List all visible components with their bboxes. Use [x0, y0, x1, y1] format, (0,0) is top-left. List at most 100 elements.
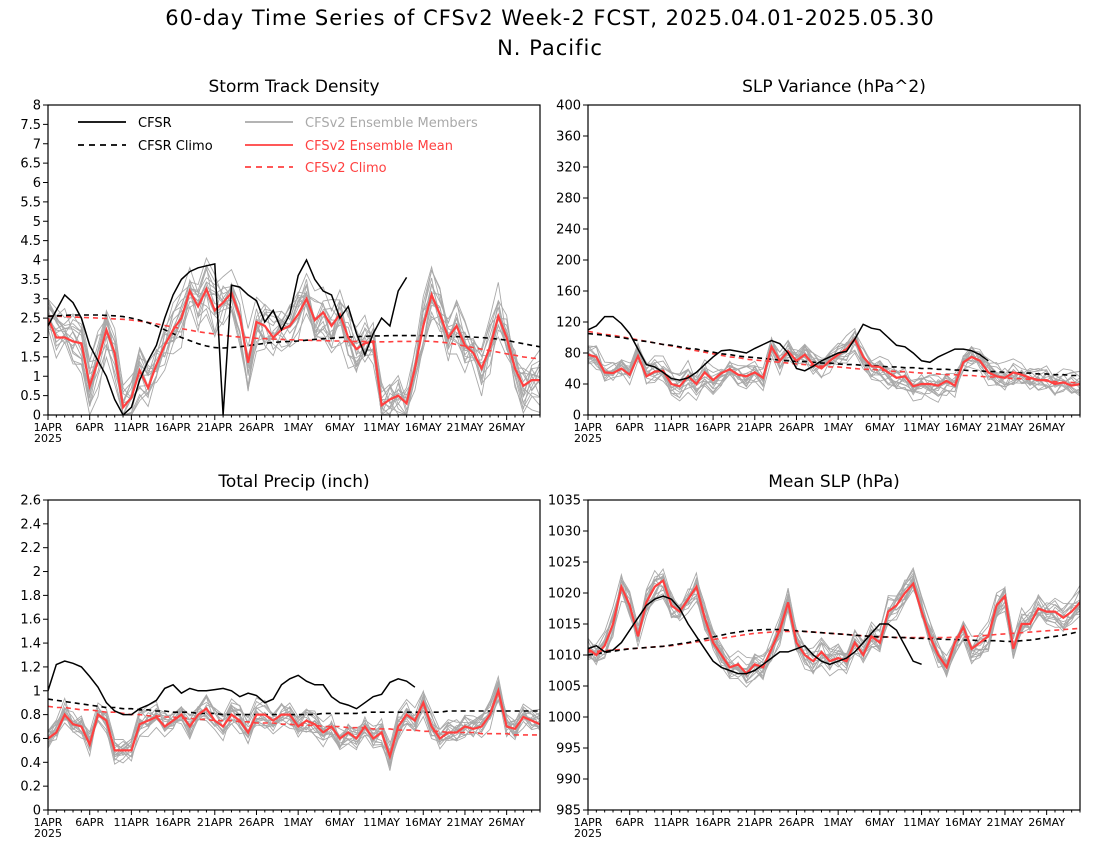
precip-xtick-label: 1MAY [283, 816, 313, 829]
slpvar-xtick-label: 21MAY [987, 421, 1024, 434]
legend-members-label: CFSv2 Ensemble Members [305, 116, 478, 131]
precip-xtick-label: 16APR [155, 816, 191, 829]
storm-ytick-label: 6.5 [20, 157, 41, 172]
meanslp-xtick-label: 26APR [779, 816, 815, 829]
precip-ytick-label: 0.4 [20, 756, 41, 771]
storm-xtick-label: 26MAY [488, 421, 525, 434]
meanslp-ytick-label: 985 [556, 804, 581, 819]
precip-ytick-label: 1.2 [20, 660, 41, 675]
precip-xtick-label: 26MAY [488, 816, 525, 829]
slpvar-xtick-label: 11MAY [903, 421, 940, 434]
slpvar-ytick-label: 120 [556, 316, 581, 331]
meanslp-cfsr-climo-line [588, 628, 1080, 656]
meanslp-chart: Mean SLP (hPa) 985 990 995 1000 1005 1010 1015 1… [548, 472, 1081, 840]
storm-ytick-label: 8 [33, 99, 41, 114]
precip-ytick-label: 2.6 [20, 494, 41, 509]
legend-cfsv2-climo-label: CFSv2 Climo [305, 161, 387, 176]
meanslp-ytick-label: 990 [556, 773, 581, 788]
precip-member-line [48, 680, 540, 756]
storm-ytick-label: 7 [33, 137, 41, 152]
precip-members [48, 660, 540, 771]
storm-xtick-label: 16APR [155, 421, 191, 434]
meanslp-xtick-label: 11MAY [903, 816, 940, 829]
precip-ytick-label: 1 [33, 684, 41, 699]
meanslp-xtick-label: 16APR [695, 816, 731, 829]
meanslp-ytick-label: 1025 [548, 556, 581, 571]
storm-member-line [48, 272, 540, 415]
meanslp-xtick-label: 26MAY [1028, 816, 1065, 829]
slpvar-cfsr-climo-line [588, 332, 1080, 377]
storm-ytick-label: 2 [33, 331, 41, 346]
meanslp-ytick-label: 1035 [548, 494, 581, 509]
meanslp-xtick-label: 1MAY [823, 816, 853, 829]
precip-xtick-label: 11MAY [363, 816, 400, 829]
storm-member-line [48, 264, 540, 415]
slpvar-member-line [588, 343, 1080, 394]
precip-member-line [48, 693, 540, 759]
storm-ytick-label: 4.5 [20, 234, 41, 249]
storm-ytick-label: 1 [33, 370, 41, 385]
storm-ytick-label: 4 [33, 254, 41, 269]
storm-xtick-label: 11APR [113, 421, 149, 434]
meanslp-member-line [588, 572, 1080, 679]
legend-cfsr-climo-label: CFSR Climo [138, 139, 213, 154]
precip-ytick-label: 1.4 [20, 637, 41, 652]
slpvar-ytick-label: 360 [556, 130, 581, 145]
storm-chart: Storm Track Density 0 0.5 1 1.5 2 2.5 3 3.5 4 4.5 5… [20, 77, 541, 445]
slpvar-year-label: 2025 [574, 432, 602, 445]
slpvar-xtick-label: 16APR [695, 421, 731, 434]
precip-xtick-label: 6APR [75, 816, 104, 829]
meanslp-xtick-label: 6MAY [865, 816, 895, 829]
slpvar-ytick-label: 40 [564, 378, 581, 393]
precip-ytick-label: 2.4 [20, 517, 41, 532]
storm-xtick-label: 21APR [197, 421, 233, 434]
precip-ytick-label: 0 [33, 804, 41, 819]
storm-ytick-label: 7.5 [20, 118, 41, 133]
storm-xtick-label: 26APR [239, 421, 275, 434]
slpvar-xtick-label: 1MAY [823, 421, 853, 434]
legend-cfsr-label: CFSR [138, 116, 172, 131]
storm-cfsr-climo-line [48, 314, 540, 349]
slpvar-ytick-label: 200 [556, 254, 581, 269]
meanslp-ytick-label: 1000 [548, 711, 581, 726]
storm-ytick-label: 1.5 [20, 350, 41, 365]
storm-member-line [48, 283, 540, 415]
storm-xtick-label: 16MAY [405, 421, 442, 434]
meanslp-xtick-label: 21MAY [987, 816, 1024, 829]
storm-members [48, 256, 540, 415]
precip-ytick-label: 1.8 [20, 589, 41, 604]
precip-xtick-label: 16MAY [405, 816, 442, 829]
precip-xtick-label: 11APR [113, 816, 149, 829]
storm-ytick-label: 6 [33, 176, 41, 191]
storm-xtick-label: 11MAY [363, 421, 400, 434]
precip-title: Total Precip (inch) [217, 472, 369, 492]
meanslp-title: Mean SLP (hPa) [768, 472, 900, 492]
precip-ytick-label: 0.6 [20, 732, 41, 747]
meanslp-mean-line [588, 578, 1080, 676]
storm-ytick-label: 5.5 [20, 195, 41, 210]
slpvar-ytick-label: 320 [556, 161, 581, 176]
precip-member-line [48, 680, 540, 757]
slpvar-ytick-label: 160 [556, 285, 581, 300]
meanslp-xtick-label: 6APR [615, 816, 644, 829]
storm-xtick-label: 21MAY [447, 421, 484, 434]
slpvar-members [588, 315, 1080, 403]
precip-ytick-label: 1.6 [20, 613, 41, 628]
storm-member-line [48, 266, 540, 415]
storm-xtick-label: 6MAY [325, 421, 355, 434]
meanslp-members [588, 566, 1080, 688]
precip-xtick-label: 26APR [239, 816, 275, 829]
precip-cfsr-climo-line [48, 698, 540, 716]
slpvar-ytick-label: 80 [564, 347, 581, 362]
precip-member-line [48, 692, 540, 769]
precip-member-line [48, 674, 540, 753]
precip-chart: Total Precip (inch) 0 0.2 0.4 0.6 0.8 1 1.2 1.4 1… [20, 472, 541, 840]
meanslp-xtick-label: 16MAY [945, 816, 982, 829]
meanslp-ytick-label: 1010 [548, 649, 581, 664]
slpvar-ytick-label: 400 [556, 99, 581, 114]
slpvar-chart: SLP Variance (hPa^2) 0 40 80 120 160 200 240 280… [556, 77, 1081, 445]
figure-title: 60-day Time Series of CFSv2 Week-2 FCST,… [165, 6, 935, 30]
figure-region: N. Pacific [497, 36, 603, 60]
